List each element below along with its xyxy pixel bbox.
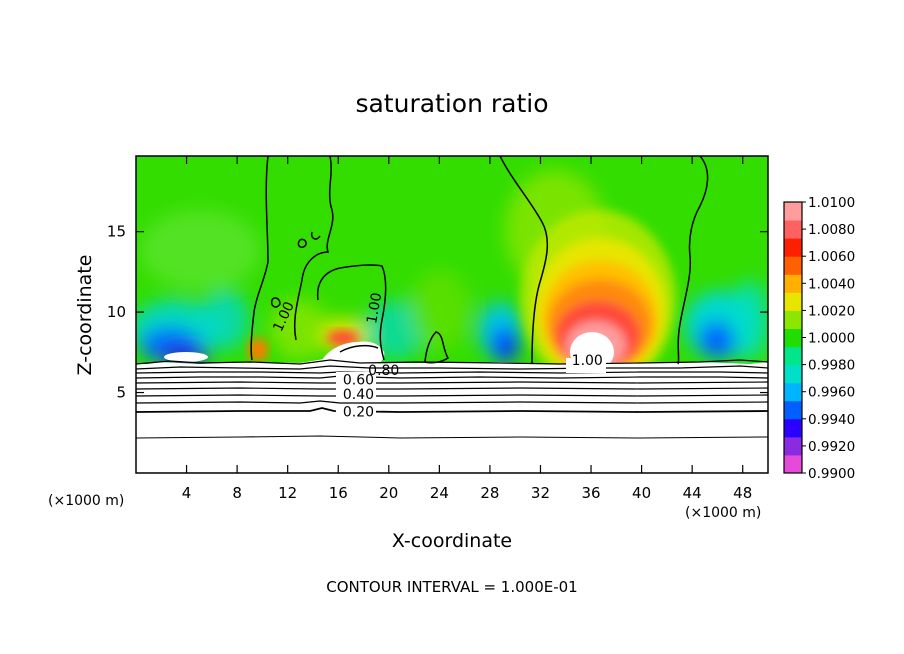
x-tick-label: 24 [430, 484, 449, 502]
contour-label: 1.00 [572, 353, 603, 369]
contour-line-1.00-b [293, 156, 334, 341]
lower-contour-7 [136, 394, 768, 397]
colorbar-swatch [784, 238, 802, 257]
x-tick-label: 16 [329, 484, 348, 502]
colorbar-swatch [784, 454, 802, 474]
contour-label: 0.80 [368, 363, 399, 379]
x-tick-label: 12 [278, 484, 297, 502]
contour-line-1.00-h [310, 231, 321, 240]
colorbar-label: 1.0020 [808, 303, 855, 319]
cloud-feature-center [327, 330, 359, 346]
colorbar-swatch [784, 436, 802, 456]
colorbar-swatch [784, 202, 802, 221]
colorbar-label: 0.9940 [808, 412, 855, 428]
colorbar-label: 0.9960 [808, 385, 855, 401]
x-tick-label: 36 [581, 484, 600, 502]
contour-line-1.00-j [339, 344, 379, 353]
colorbar-swatch [784, 292, 802, 311]
x-tick-label: 8 [232, 484, 242, 502]
colorbar-swatch [784, 418, 802, 438]
contour-line-1.00-e [677, 156, 709, 365]
plot-frame [135, 155, 769, 474]
colorbar-label: 0.9900 [808, 466, 855, 482]
y-axis-label: Z-coordinate [74, 255, 96, 376]
colorbar-swatch [784, 328, 802, 348]
x-tick-label: 28 [480, 484, 499, 502]
cloud-feature-left [248, 338, 268, 362]
lower-contours [136, 359, 768, 439]
y-tick-label: 15 [107, 223, 126, 241]
colorbar-swatch [784, 400, 802, 420]
contour-interval-note: CONTOUR INTERVAL = 1.000E-01 [326, 578, 577, 596]
colorbar-label: 1.0060 [808, 249, 855, 265]
x-tick-label: 4 [182, 484, 192, 502]
x-axis-unit: (×1000 m) [685, 505, 761, 521]
contour-line-1.00-d [499, 156, 549, 365]
colorbar: 1.0100 1.0080 1.0060 1.0040 1.0020 1.0000 0.99… [783, 195, 855, 482]
x-axis-ticks: 4 8 12 16 20 24 28 32 36 40 44 48 [182, 156, 752, 502]
chart-title: saturation ratio [355, 89, 548, 118]
colorbar-label: 1.0040 [808, 276, 855, 292]
white-region-left [164, 352, 208, 362]
colorbar-label: 1.0080 [808, 222, 855, 238]
colorbar-label: 1.0100 [808, 195, 855, 211]
x-tick-label: 40 [632, 484, 651, 502]
lower-contour-1 [136, 359, 768, 365]
contour-line-1.00-g [297, 238, 307, 249]
lower-contour-8 [136, 400, 768, 404]
colorbar-label: 0.9980 [808, 358, 855, 374]
lower-contour-10 [136, 435, 768, 439]
y-axis-unit: (×1000 m) [48, 493, 124, 509]
colorbar-swatch [784, 274, 802, 293]
contour-label: 1.00 [364, 291, 385, 324]
lower-contour-4 [136, 375, 768, 379]
contour-label: 0.60 [343, 372, 374, 388]
contour-label-gaps [336, 358, 606, 420]
colorbar-swatch [784, 256, 802, 275]
colorbar-swatch [784, 220, 802, 239]
lower-contour-6 [136, 387, 768, 390]
contour-line-1.00-i [270, 297, 281, 308]
lower-region [136, 364, 768, 473]
contour-1.00 [250, 156, 709, 365]
colorbar-swatch [784, 346, 802, 366]
y-tick-label: 5 [116, 384, 126, 402]
colorbar-label: 0.9920 [808, 439, 855, 455]
contour-label: 0.20 [343, 405, 374, 421]
x-tick-label: 48 [733, 484, 752, 502]
plot-area: 1.00 1.001.000.800.600.400.20 [136, 156, 768, 473]
x-tick-label: 32 [531, 484, 550, 502]
colorbar-swatch [784, 310, 802, 329]
x-axis-label: X-coordinate [392, 530, 512, 552]
y-tick-label: 10 [107, 303, 126, 321]
lower-contour-2 [136, 365, 768, 370]
colorbar-swatch [784, 364, 802, 384]
x-tick-label: 20 [379, 484, 398, 502]
lower-contour-9 [136, 407, 768, 413]
contour-line-1.00-c [316, 264, 387, 361]
x-tick-label: 44 [683, 484, 702, 502]
contour-line-1.00-a [250, 156, 269, 361]
lower-contour-5 [136, 381, 768, 384]
lower-contour-3 [136, 371, 768, 374]
colorbar-swatch [784, 382, 802, 402]
contour-label: 0.40 [343, 387, 374, 403]
colorbar-label: 1.0000 [808, 331, 855, 347]
y-axis-ticks: 5 10 15 [107, 223, 768, 402]
